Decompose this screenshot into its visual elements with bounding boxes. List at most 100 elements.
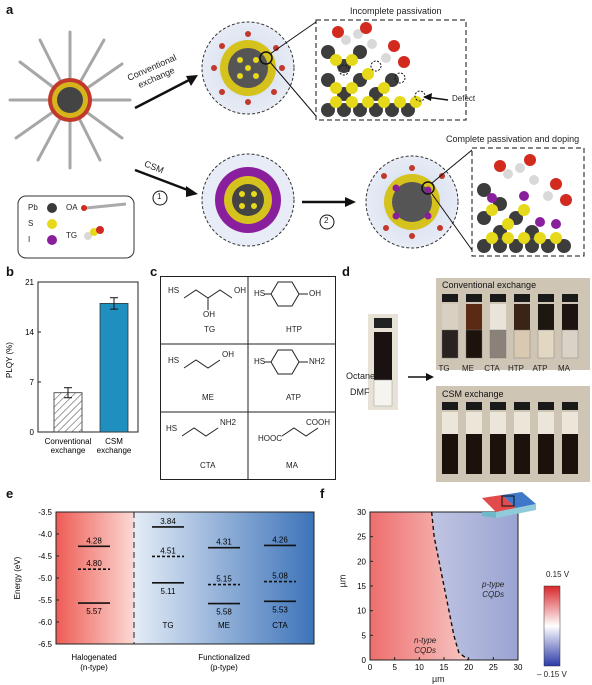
vial-top-phase <box>490 412 506 434</box>
kpfm-ylabel: µm <box>337 574 348 588</box>
kpfm-ytick-label: 20 <box>357 557 366 566</box>
plqy-ytick-label: 14 <box>25 328 34 337</box>
plqy-axes-frame <box>37 281 139 433</box>
energy-ytick-label: -4.0 <box>38 530 52 539</box>
colorbar-min-label: – 0.15 V <box>537 670 567 679</box>
vial-label: ME <box>462 364 474 373</box>
level-vb-label: 5.57 <box>86 607 102 616</box>
panel-label-e: e <box>6 486 14 501</box>
panel-label-d: d <box>342 264 350 279</box>
level-ef-label: 4.80 <box>86 559 102 568</box>
level-vb-label: 5.58 <box>216 608 232 617</box>
vial-bottom-phase <box>441 329 459 359</box>
vial-top-phase <box>490 304 506 330</box>
vial-top-phase <box>442 304 458 330</box>
panel-d-photos <box>368 278 590 482</box>
vial-cap <box>442 294 458 302</box>
bar-label-conventional-2: exchange <box>51 446 86 455</box>
kpfm-xtick-label: 25 <box>489 663 498 672</box>
legend-s: S <box>28 219 34 228</box>
level-cb-label: 4.28 <box>86 536 102 545</box>
bar-csm <box>99 303 129 433</box>
energy-ytick-label: -6.0 <box>38 618 52 627</box>
vial-bottom-phase <box>490 434 506 474</box>
me-oh: OH <box>222 350 234 359</box>
kpfm-xtick-label: 0 <box>368 663 373 672</box>
me-name: ME <box>202 393 214 402</box>
n-type-label: n-type CQDs <box>414 636 437 655</box>
bar-label-csm-1: CSM <box>105 437 123 446</box>
vial-cap <box>538 402 554 410</box>
vial-top-phase <box>514 304 530 330</box>
htp-oh: OH <box>309 289 321 298</box>
kpfm-xtick-label: 20 <box>464 663 473 672</box>
vial-cap <box>442 402 458 410</box>
halogenated-region <box>56 512 134 644</box>
energy-ytick-label: -6.5 <box>38 640 52 649</box>
oleate-capped-qd <box>8 30 132 170</box>
vial-top-phase <box>466 412 482 434</box>
group-functionalized-sub: (p-type) <box>210 663 238 672</box>
tg-oh-1: OH <box>234 286 246 295</box>
kpfm-xtick-label: 30 <box>514 663 523 672</box>
vial-cap <box>562 402 578 410</box>
atom-legend-box <box>17 195 135 259</box>
colorbar <box>543 585 561 667</box>
vial-top-phase <box>538 304 554 330</box>
bar-label-csm-2: exchange <box>97 446 132 455</box>
level-vb-label: 5.53 <box>272 605 288 614</box>
legend-tg: TG <box>66 231 78 240</box>
level-cb-label: 4.26 <box>272 535 288 544</box>
level-vb-label: 5.11 <box>161 587 177 596</box>
group-halogenated-sub: (n-type) <box>80 663 108 672</box>
step-1-label: 1 <box>157 192 162 201</box>
vial-top-phase <box>562 304 578 330</box>
vial-label: CTA <box>484 364 500 373</box>
panel-e-chart: -3.5 -4.0 -4.5 -5.0 -5.5 -6.0 -6.5 4.28 4.80 5.5… <box>13 508 315 672</box>
colorbar-max-label: 0.15 V <box>546 570 570 579</box>
vial-bottom-phase <box>466 434 482 474</box>
vial-label: TG <box>438 364 450 373</box>
group-functionalized: Functionalized <box>198 653 250 662</box>
arrow-csm <box>134 168 194 194</box>
defect-label: Defect <box>452 94 476 103</box>
level-ef-label: 5.08 <box>272 572 288 581</box>
vial-bottom-phase <box>537 329 555 359</box>
bar-conventional <box>53 392 83 433</box>
vial-label: ATP <box>532 364 548 373</box>
vial-bottom-phase <box>489 329 507 359</box>
arrow-conventional <box>134 76 194 110</box>
plqy-ylabel: PLQY (%) <box>5 342 14 378</box>
vial-cap <box>490 294 506 302</box>
level-cb-label: 3.84 <box>160 517 176 526</box>
vial-top-phase <box>538 412 554 434</box>
panel-label-a: a <box>6 2 14 17</box>
kpfm-ytick-label: 30 <box>357 508 366 517</box>
vial-bottom-phase <box>561 329 579 359</box>
p-type-label: p-type CQDs <box>482 580 505 599</box>
vial-top-phase <box>514 412 530 434</box>
functionalized-region <box>134 512 314 644</box>
plqy-ytick-label: 21 <box>25 278 34 287</box>
kpfm-xtick-label: 15 <box>440 663 449 672</box>
bar-label-conventional-1: Conventional <box>45 437 92 446</box>
panel-b-chart: 0 7 14 21 PLQY (%) Conventional exchange CS… <box>5 278 139 455</box>
kpfm-xtick-label: 5 <box>392 663 397 672</box>
me-hs: HS <box>168 356 180 365</box>
cta-nh2: NH2 <box>220 418 237 427</box>
csm-exchange-title: CSM exchange <box>442 389 504 399</box>
vial-cap <box>466 402 482 410</box>
vial-cap <box>490 402 506 410</box>
htp-hs: HS <box>254 289 266 298</box>
ma-name: MA <box>286 461 298 470</box>
vial-bottom-phase <box>513 329 531 359</box>
vial-bottom-phase <box>538 434 554 474</box>
vial-label: MA <box>558 364 570 373</box>
incomplete-passivation-title: Incomplete passivation <box>350 6 442 16</box>
ma-cooh: COOH <box>306 418 330 427</box>
step-2-label: 2 <box>324 216 329 225</box>
kpfm-map <box>370 512 518 660</box>
plqy-ytick-label: 7 <box>30 378 35 387</box>
vial-bottom-phase <box>514 434 530 474</box>
vial-bottom-phase <box>442 434 458 474</box>
